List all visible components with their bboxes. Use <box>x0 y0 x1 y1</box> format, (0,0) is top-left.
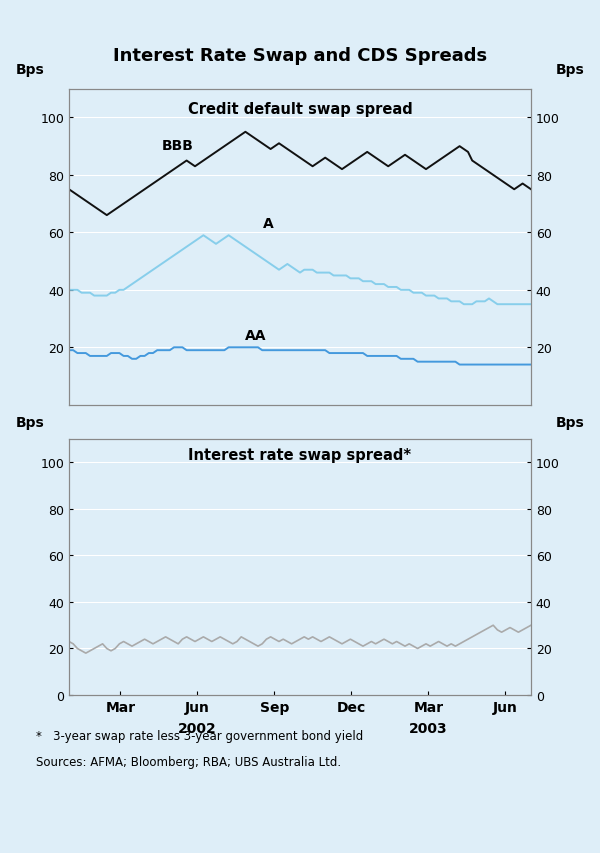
Text: Sources: AFMA; Bloomberg; RBA; UBS Australia Ltd.: Sources: AFMA; Bloomberg; RBA; UBS Austr… <box>36 755 341 768</box>
Text: Interest rate swap spread*: Interest rate swap spread* <box>188 447 412 462</box>
Text: Interest Rate Swap and CDS Spreads: Interest Rate Swap and CDS Spreads <box>113 47 487 65</box>
Text: 2003: 2003 <box>409 721 448 734</box>
Text: Credit default swap spread: Credit default swap spread <box>188 102 412 117</box>
Text: A: A <box>263 217 274 230</box>
Text: Bps: Bps <box>556 415 584 429</box>
Text: *   3-year swap rate less 3-year government bond yield: * 3-year swap rate less 3-year governmen… <box>36 729 363 742</box>
Text: 2002: 2002 <box>178 721 217 734</box>
Text: Bps: Bps <box>556 63 584 77</box>
Text: BBB: BBB <box>161 139 193 153</box>
Text: Bps: Bps <box>16 63 44 77</box>
Text: AA: AA <box>245 328 266 342</box>
Text: Bps: Bps <box>16 415 44 429</box>
